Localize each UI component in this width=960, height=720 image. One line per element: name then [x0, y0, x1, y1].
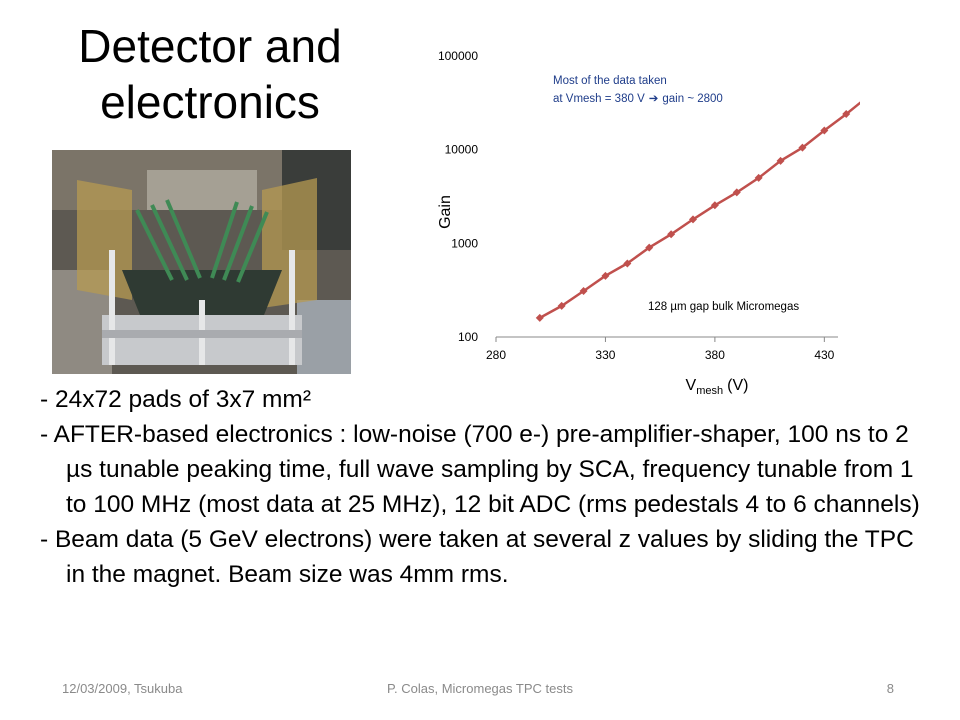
x-axis-label-unit: (V): [727, 377, 748, 394]
y-tick-label-10000: 10000: [445, 143, 479, 157]
annotation-top-line-1: Most of the data taken: [553, 75, 667, 87]
annotation-bottom: 128 µm gap bulk Micromegas: [648, 301, 799, 313]
bullet-item-3: - Beam data (5 GeV electrons) were taken…: [40, 526, 914, 588]
title-line-2: electronics: [100, 76, 320, 128]
data-point-5: [645, 243, 654, 252]
y-axis-label: Gain: [437, 195, 454, 229]
x-axis-label-main: V: [686, 377, 697, 394]
footer-title: P. Colas, Micromegas TPC tests: [387, 681, 573, 696]
data-point-10: [754, 173, 763, 182]
bullet-list: - 24x72 pads of 3x7 mm² - AFTER-based el…: [40, 382, 920, 592]
x-tick-label-330: 330: [595, 348, 615, 362]
title-line-1: Detector and: [78, 20, 342, 72]
data-point-9: [732, 188, 741, 197]
data-point-3: [601, 271, 610, 280]
x-tick-label-380: 380: [705, 348, 725, 362]
data-point-13: [820, 126, 829, 135]
annotation-top-line-2b: gain ~ 2800: [662, 93, 722, 105]
gain-chart: 280 330 380 430 100 1000 10000 100000 Gain Vme…: [420, 40, 884, 400]
bullet-item-1: - 24x72 pads of 3x7 mm²: [40, 386, 311, 413]
gain-series-line: [539, 85, 880, 319]
footer-page-number: 8: [886, 681, 894, 696]
footer-date: 12/03/2009, Tsukuba: [62, 681, 183, 696]
detector-photo-drawing: [52, 150, 351, 374]
data-point-7: [689, 215, 697, 224]
arrow-right-icon: ➔: [649, 93, 659, 105]
y-tick-label-1000: 1000: [451, 236, 478, 250]
x-tick-label-430: 430: [814, 348, 834, 362]
data-point-2: [579, 286, 588, 295]
gain-chart-svg: 280 330 380 430 100 1000 10000 100000 Gain Vme…: [437, 49, 884, 397]
x-axis-label-sub: mesh: [696, 385, 723, 397]
x-axis-label: Vmesh (V): [686, 377, 749, 397]
data-point-0: [535, 313, 544, 322]
bullet-item-2: - AFTER-based electronics : low-noise (7…: [40, 421, 920, 518]
x-tick-label-280: 280: [486, 348, 506, 362]
data-point-6: [667, 230, 676, 239]
annotation-top-line-2: at Vmesh = 380 V ➔ gain ~ 2800: [553, 93, 723, 105]
slide-title: Detector and electronics: [20, 18, 400, 130]
data-point-4: [623, 259, 632, 268]
y-tick-label-100000: 100000: [438, 49, 478, 63]
data-point-12: [798, 143, 807, 152]
data-point-11: [776, 156, 785, 165]
data-point-1: [557, 301, 566, 310]
annotation-top-line-2a: at Vmesh = 380 V: [553, 93, 645, 105]
y-tick-label-100: 100: [458, 330, 478, 344]
detector-photo: [52, 150, 351, 374]
data-point-8: [710, 201, 719, 210]
data-point-14: [842, 110, 851, 119]
